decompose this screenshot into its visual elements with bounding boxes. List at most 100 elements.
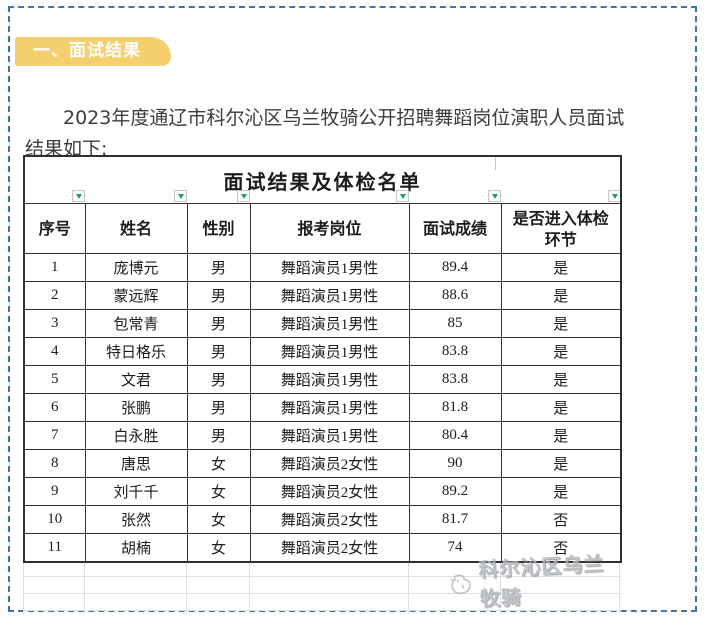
table-cell: 白永胜 <box>84 421 188 450</box>
column-header-name: 姓名 <box>84 203 188 254</box>
table-title: 面试结果及体检名单 <box>223 169 422 194</box>
table-row: 11 胡楠女舞蹈演员2女性 74 否 <box>23 533 622 563</box>
table-cell: 包常青 <box>84 309 188 338</box>
table-cell: 男 <box>186 281 251 310</box>
table-cell: 舞蹈演员1男性 <box>249 281 410 310</box>
table-cell: 是 <box>500 309 622 338</box>
table-cell: 9 <box>23 477 86 506</box>
table-cell: 男 <box>186 421 251 450</box>
section-badge: 一、面试结果 <box>15 37 171 66</box>
table-cell: 特日格乐 <box>84 337 188 366</box>
table-title-cell: 面试结果及体检名单 <box>23 155 622 204</box>
table-cell: 10 <box>23 505 86 534</box>
table-cell: 女 <box>186 449 251 478</box>
table-cell: 90 <box>408 449 502 478</box>
table-header-row: 序号 姓名 性别 报考岗位 面试成绩 是否进入体检环节 <box>23 203 622 254</box>
table-cell: 男 <box>186 309 251 338</box>
table-cell: 89.2 <box>408 477 502 506</box>
table-cell: 是 <box>500 337 622 366</box>
column-header-seq: 序号 <box>23 203 86 254</box>
table-cell: 女 <box>186 477 251 506</box>
gridline-artifact <box>495 157 496 170</box>
table-row: 2 蒙远辉男舞蹈演员1男性 88.6 是 <box>23 281 622 310</box>
table-row: 4 特日格乐男舞蹈演员1男性 83.8 是 <box>23 337 622 366</box>
table-cell: 否 <box>500 505 622 534</box>
table-cell: 舞蹈演员1男性 <box>249 421 410 450</box>
table-cell: 唐思 <box>84 449 188 478</box>
table-cell: 文君 <box>84 365 188 394</box>
table-cell: 85 <box>408 309 502 338</box>
table-cell: 是 <box>500 393 622 422</box>
table-row: 5 文君男舞蹈演员1男性 83.8 是 <box>23 365 622 394</box>
spreadsheet-gridlines: 科尔沁区乌兰牧骑 <box>23 551 620 614</box>
column-header-physical: 是否进入体检环节 <box>500 203 622 254</box>
table-cell: 张鹏 <box>84 393 188 422</box>
table-cell: 是 <box>500 477 622 506</box>
table-cell: 庞博元 <box>84 253 188 282</box>
column-header-position: 报考岗位 <box>249 203 410 254</box>
wulanmuqi-logo-icon <box>445 569 474 598</box>
table-cell: 胡楠 <box>84 533 188 563</box>
table-cell: 舞蹈演员1男性 <box>249 309 410 338</box>
table-cell: 83.8 <box>408 365 502 394</box>
table-title-row: 面试结果及体检名单 <box>23 155 622 204</box>
table-cell: 8 <box>23 449 86 478</box>
filter-arrow-button[interactable] <box>174 190 187 202</box>
table-cell: 舞蹈演员2女性 <box>249 533 410 563</box>
table-cell: 2 <box>23 281 86 310</box>
table-row: 3 包常青男舞蹈演员1男性 85 是 <box>23 309 622 338</box>
table-cell: 11 <box>23 533 86 563</box>
table-cell: 女 <box>186 533 251 563</box>
table-cell: 74 <box>408 533 502 563</box>
table-cell: 男 <box>186 253 251 282</box>
table-cell: 否 <box>500 533 622 563</box>
table-cell: 5 <box>23 365 86 394</box>
table-cell: 7 <box>23 421 86 450</box>
table-cell: 是 <box>500 281 622 310</box>
table-cell: 舞蹈演员1男性 <box>249 253 410 282</box>
table-row: 7 白永胜男舞蹈演员1男性 80.4 是 <box>23 421 622 450</box>
table-cell: 是 <box>500 253 622 282</box>
filter-arrow-button[interactable] <box>72 190 85 202</box>
table-cell: 是 <box>500 449 622 478</box>
filter-arrow-button[interactable] <box>396 190 409 202</box>
account-watermark: 科尔沁区乌兰牧骑 <box>445 551 620 611</box>
table-cell: 4 <box>23 337 86 366</box>
intro-line-2: 结果如下: <box>25 138 108 160</box>
table-cell: 刘千千 <box>84 477 188 506</box>
table-cell: 舞蹈演员2女性 <box>249 449 410 478</box>
filter-arrow-button[interactable] <box>237 190 250 202</box>
table-cell: 蒙远辉 <box>84 281 188 310</box>
filter-arrow-button[interactable] <box>608 190 621 202</box>
table-cell: 舞蹈演员1男性 <box>249 393 410 422</box>
table-cell: 83.8 <box>408 337 502 366</box>
table-cell: 88.6 <box>408 281 502 310</box>
table-cell: 是 <box>500 365 622 394</box>
table-row: 9 刘千千女舞蹈演员2女性 89.2 是 <box>23 477 622 506</box>
table-row: 1 庞博元男舞蹈演员1男性 89.4 是 <box>23 253 622 282</box>
table-cell: 舞蹈演员2女性 <box>249 505 410 534</box>
table-cell: 80.4 <box>408 421 502 450</box>
table-cell: 女 <box>186 505 251 534</box>
table-cell: 1 <box>23 253 86 282</box>
table-row: 10 张然女舞蹈演员2女性 81.7 否 <box>23 505 622 534</box>
watermark-text: 科尔沁区乌兰牧骑 <box>477 551 605 611</box>
table-cell: 舞蹈演员1男性 <box>249 337 410 366</box>
table-row: 8 唐思女舞蹈演员2女性 90 是 <box>23 449 622 478</box>
table-row: 6 张鹏男舞蹈演员1男性 81.8 是 <box>23 393 622 422</box>
table-cell: 男 <box>186 337 251 366</box>
filter-arrow-button[interactable] <box>488 190 501 202</box>
table-cell: 男 <box>186 365 251 394</box>
table-cell: 是 <box>500 421 622 450</box>
table-cell: 81.7 <box>408 505 502 534</box>
intro-paragraph: 2023年度通辽市科尔沁区乌兰牧骑公开招聘舞蹈岗位演职人员面试 结果如下: <box>25 103 685 165</box>
table-cell: 81.8 <box>408 393 502 422</box>
column-header-gender: 性别 <box>186 203 251 254</box>
table-cell: 舞蹈演员2女性 <box>249 477 410 506</box>
table-cell: 舞蹈演员1男性 <box>249 365 410 394</box>
table-cell: 89.4 <box>408 253 502 282</box>
table-cell: 张然 <box>84 505 188 534</box>
intro-line-1: 2023年度通辽市科尔沁区乌兰牧骑公开招聘舞蹈岗位演职人员面试 <box>63 107 625 129</box>
